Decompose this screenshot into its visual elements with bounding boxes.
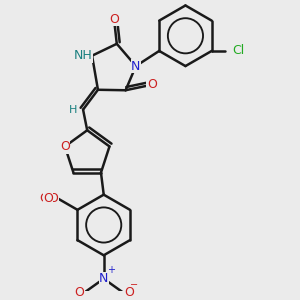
Text: O: O	[147, 78, 157, 91]
Text: −: −	[130, 280, 138, 290]
Text: O: O	[49, 192, 58, 205]
Text: N: N	[99, 272, 108, 285]
Text: Cl: Cl	[232, 44, 244, 57]
Text: O: O	[43, 192, 53, 205]
Text: O: O	[39, 192, 49, 205]
Text: +: +	[107, 265, 115, 275]
Text: H: H	[69, 105, 78, 115]
Text: O: O	[124, 286, 134, 299]
Text: O: O	[109, 13, 119, 26]
Text: O: O	[75, 286, 84, 299]
Text: O: O	[60, 140, 70, 153]
Text: N: N	[131, 60, 140, 73]
Text: NH: NH	[73, 49, 92, 62]
